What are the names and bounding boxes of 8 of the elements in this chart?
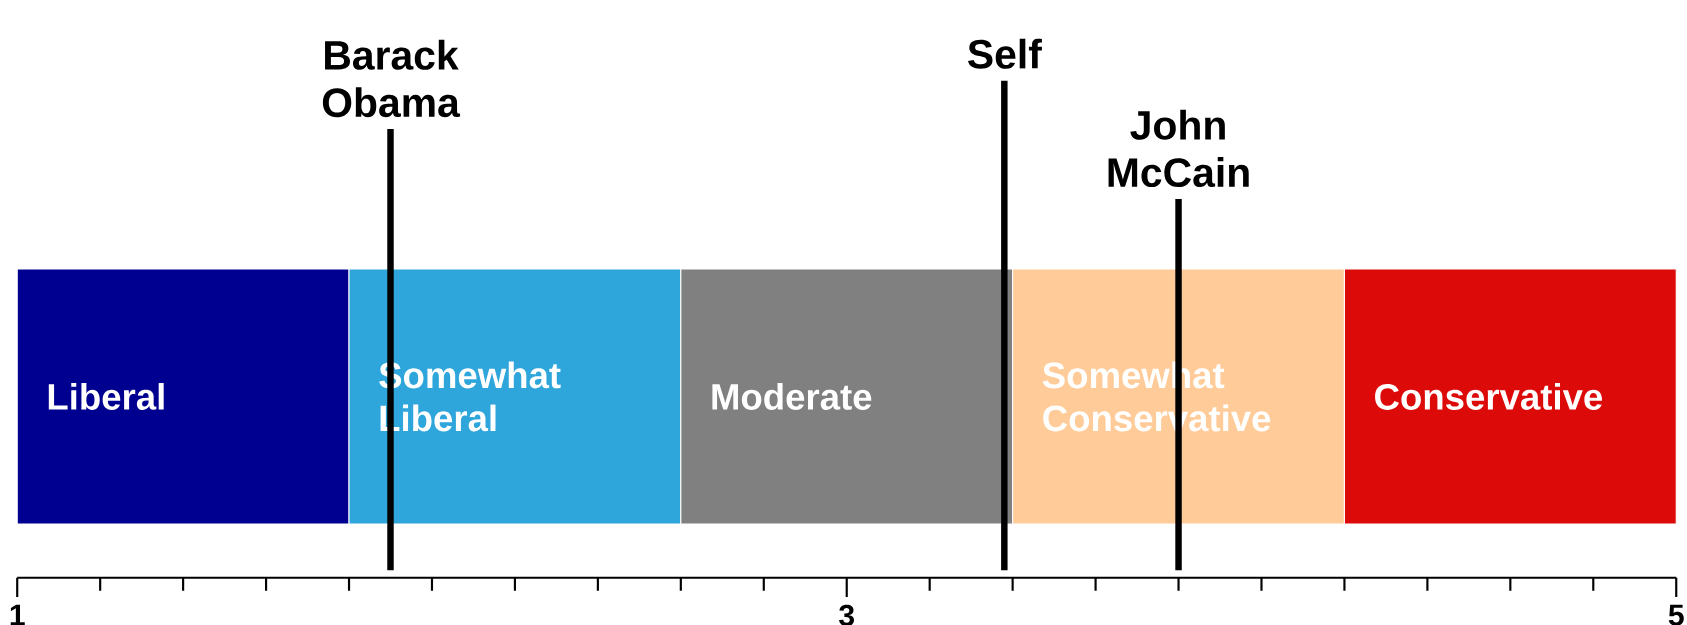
series-label: Moderate <box>712 383 872 410</box>
series-label: Liberal <box>48 383 164 410</box>
ref-line-label: Barack Obama <box>322 39 461 118</box>
x-tick-label: 5 <box>1668 604 1684 625</box>
ref-line-label: John McCain <box>1108 109 1249 188</box>
series-label: Conservative <box>1375 383 1603 410</box>
ref-line-label: Self <box>968 38 1042 69</box>
x-tick-label: 1 <box>10 604 25 625</box>
